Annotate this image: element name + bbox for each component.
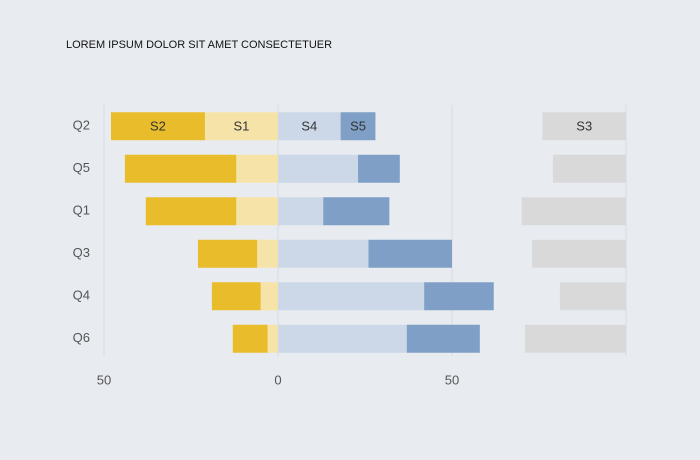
bar <box>559 282 626 311</box>
bar <box>110 112 205 141</box>
series-label: S1 <box>234 119 250 134</box>
bar <box>124 154 237 183</box>
bar <box>340 112 376 141</box>
bar <box>406 324 480 353</box>
bar <box>278 154 359 183</box>
bar <box>197 239 258 268</box>
bar <box>278 282 425 311</box>
bar <box>521 197 626 226</box>
series-label: S3 <box>576 119 592 134</box>
y-tick-label: Q5 <box>73 160 90 175</box>
y-tick-label: Q4 <box>73 288 90 303</box>
bar <box>260 282 278 311</box>
series-label: S4 <box>301 119 317 134</box>
bar <box>257 239 278 268</box>
bar <box>267 324 278 353</box>
bar <box>424 282 494 311</box>
bar <box>236 197 278 226</box>
bar <box>542 112 626 141</box>
bar <box>552 154 626 183</box>
y-tick-label: Q2 <box>73 118 90 133</box>
bar <box>368 239 452 268</box>
bar <box>532 239 626 268</box>
y-tick-label: Q1 <box>73 203 90 218</box>
x-tick-label: 50 <box>445 372 459 387</box>
bar <box>525 324 626 353</box>
x-tick-label: 50 <box>97 372 111 387</box>
bar <box>278 112 341 141</box>
y-tick-label: Q6 <box>73 330 90 345</box>
series-label: S2 <box>150 119 166 134</box>
series-label: S5 <box>350 119 366 134</box>
bar <box>145 197 237 226</box>
bar <box>358 154 400 183</box>
bar <box>278 197 324 226</box>
bar <box>211 282 261 311</box>
x-tick-label: 0 <box>274 372 281 387</box>
y-tick-label: Q3 <box>73 245 90 260</box>
bar <box>232 324 268 353</box>
bar <box>278 324 407 353</box>
bar <box>323 197 390 226</box>
bar <box>204 112 278 141</box>
bar <box>236 154 278 183</box>
bar <box>278 239 369 268</box>
chart-title: LOREM IPSUM DOLOR SIT AMET CONSECTETUER <box>66 39 332 51</box>
